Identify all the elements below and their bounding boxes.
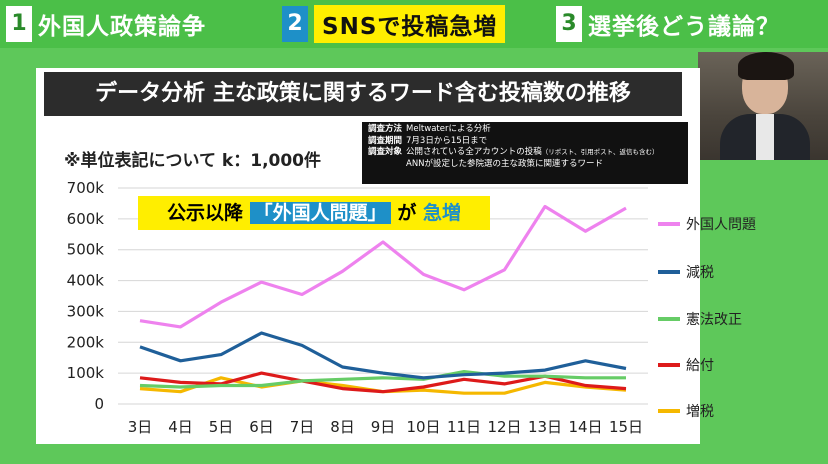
callout-banner: 公示以降 「外国人問題」 が 急増 — [138, 196, 490, 230]
x-tick-label: 7日 — [290, 418, 315, 436]
presenter-shirt — [756, 114, 774, 160]
x-tick-label: 6日 — [249, 418, 274, 436]
y-tick-label: 100k — [67, 364, 105, 382]
callout-emphasis: 急増 — [422, 202, 461, 224]
topic-segment-1: 1 外国人政策論争 — [6, 4, 206, 44]
callout-mid: が — [397, 202, 417, 224]
callout-pre: 公示以降 — [167, 202, 244, 224]
x-tick-label: 11日 — [447, 418, 481, 436]
chart-headline: データ分析 主な政策に関するワード含む投稿数の推移 — [44, 72, 682, 116]
y-tick-label: 200k — [67, 333, 105, 351]
topic-number-2: 2 — [282, 6, 308, 42]
method-row: 調査対象 公開されている全アカウントの投稿（リポスト、引用ポスト、返信も含む） — [368, 147, 682, 159]
callout-keyword: 「外国人問題」 — [249, 202, 391, 224]
topic-number-1: 1 — [6, 6, 32, 42]
topic-label-2: SNSで投稿急増 — [314, 5, 506, 43]
method-value: Meltwaterによる分析 — [406, 124, 491, 134]
method-row: ANNが設定した参院選の主な政策に関連するワード — [368, 159, 682, 171]
method-value: 公開されている全アカウントの投稿 — [406, 147, 542, 157]
legend-label: 憲法改正 — [686, 311, 742, 328]
method-value: ANNが設定した参院選の主な政策に関連するワード — [406, 158, 604, 169]
legend-label: 増税 — [686, 404, 714, 420]
x-tick-label: 4日 — [168, 418, 193, 436]
series-line — [139, 331, 627, 380]
x-tick-label: 10日 — [406, 418, 440, 436]
x-tick-label: 15日 — [609, 418, 643, 436]
x-tick-label: 14日 — [568, 418, 602, 436]
presenter-hair — [738, 52, 794, 80]
method-value: 7月3日から15日まで — [406, 135, 488, 146]
topic-segment-2: 2 SNSで投稿急増 — [282, 4, 506, 44]
method-box: 調査方法 Meltwaterによる分析 調査期間 7月3日から15日まで 調査対象公… — [362, 122, 688, 184]
topic-number-3: 3 — [556, 6, 582, 42]
y-tick-label: 700k — [67, 179, 105, 197]
series-line — [139, 370, 626, 389]
method-row: 調査期間 7月3日から15日まで — [368, 136, 682, 148]
method-note: （リポスト、引用ポスト、返信も含む） — [541, 148, 659, 156]
x-tick-label: 9日 — [371, 418, 396, 436]
x-tick-label: 3日 — [128, 418, 153, 436]
series-line — [139, 204, 627, 329]
y-tick-label: 300k — [67, 302, 105, 320]
topic-segment-3: 3 選挙後どう議論？ — [556, 4, 780, 44]
presenter-video — [698, 52, 828, 160]
topic-label-3: 選挙後どう議論？ — [588, 14, 780, 40]
topic-label-1: 外国人政策論争 — [38, 14, 206, 40]
x-tick-label: 13日 — [528, 418, 562, 436]
method-key: 調査期間 — [368, 135, 403, 146]
x-tick-label: 12日 — [487, 418, 521, 436]
y-tick-label: 600k — [67, 210, 105, 228]
legend-label: 減税 — [686, 264, 714, 281]
legend-label: 外国人問題 — [686, 217, 756, 233]
method-row: 調査方法 Meltwaterによる分析 — [368, 124, 682, 136]
y-tick-label: 400k — [67, 272, 105, 290]
method-key: 調査対象 — [368, 147, 403, 157]
y-tick-label: 500k — [67, 241, 105, 259]
method-key: 調査方法 — [368, 124, 403, 134]
y-tick-label: 0 — [94, 395, 104, 413]
unit-note: ※単位表記について k：1,000件 — [64, 151, 322, 171]
x-tick-label: 5日 — [209, 418, 234, 436]
legend-label: 給付 — [686, 358, 714, 374]
x-tick-label: 8日 — [330, 418, 355, 436]
